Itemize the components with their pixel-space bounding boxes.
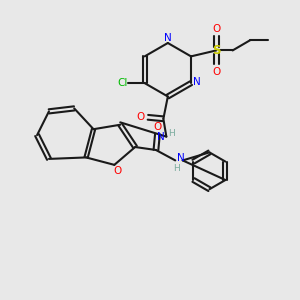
Text: N: N xyxy=(157,132,165,142)
Text: O: O xyxy=(153,122,162,132)
Text: H: H xyxy=(168,129,175,138)
Text: N: N xyxy=(177,153,184,163)
Text: N: N xyxy=(164,33,172,43)
Text: H: H xyxy=(173,164,180,173)
Text: O: O xyxy=(212,24,220,34)
Text: S: S xyxy=(212,44,220,57)
Text: O: O xyxy=(136,112,144,122)
Text: N: N xyxy=(193,76,201,87)
Text: O: O xyxy=(212,67,220,77)
Text: Cl: Cl xyxy=(117,78,128,88)
Text: O: O xyxy=(113,167,122,176)
